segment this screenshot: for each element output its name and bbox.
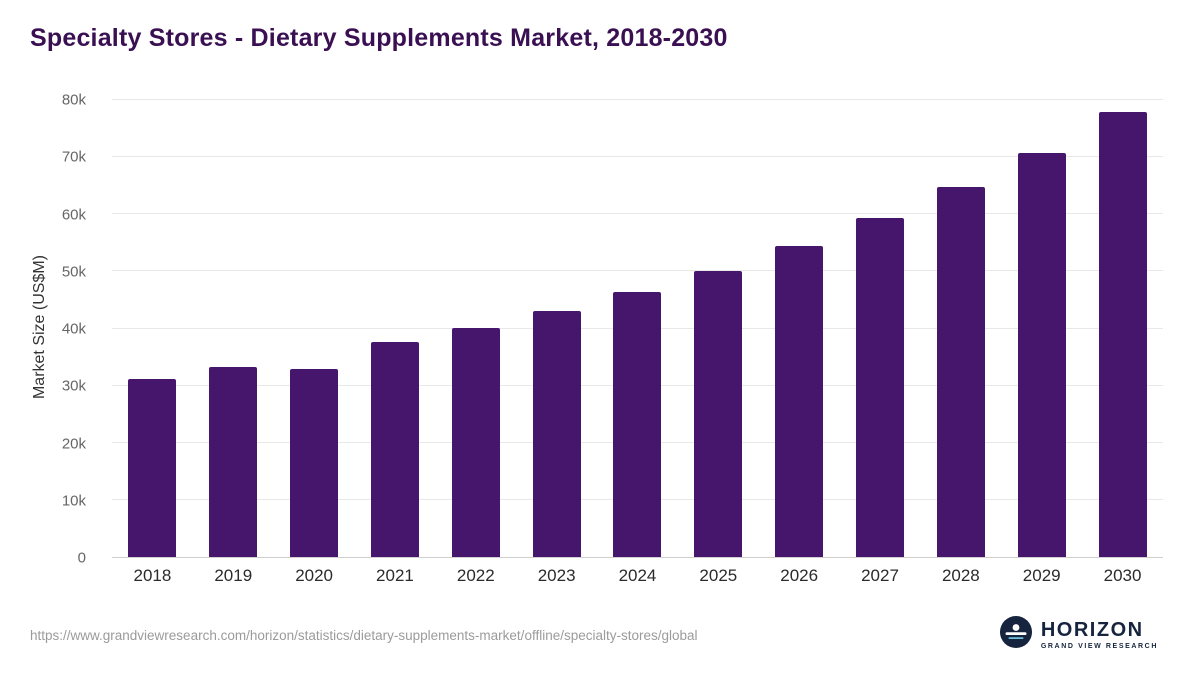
y-tick-label: 0 bbox=[77, 549, 86, 567]
bar-slot bbox=[920, 100, 1001, 557]
logo-subtext: GRAND VIEW RESEARCH bbox=[1040, 642, 1158, 650]
bar-2030 bbox=[1098, 112, 1147, 557]
bar-2018 bbox=[128, 379, 177, 557]
x-tick-label: 2019 bbox=[214, 566, 253, 585]
x-tick-label: 2025 bbox=[699, 566, 738, 585]
y-tick-label: 40k bbox=[61, 320, 86, 338]
gridline bbox=[112, 270, 1163, 272]
x-tick-label: 2023 bbox=[537, 566, 576, 585]
logo-name: HORIZON bbox=[1040, 618, 1144, 641]
bar-slot bbox=[516, 100, 597, 557]
bar-slot bbox=[759, 100, 840, 557]
x-axis-labels: 2018 2019 2020 2021 2022 2023 2024 2025 2026 2027… bbox=[112, 566, 1163, 586]
bar-2023 bbox=[532, 311, 581, 557]
bar-slot bbox=[678, 100, 759, 557]
x-tick-label: 2022 bbox=[456, 566, 495, 585]
bar-slot bbox=[112, 100, 193, 557]
horizon-logo-icon bbox=[999, 616, 1032, 653]
x-tick-label: 2029 bbox=[1022, 566, 1061, 585]
bar-2024 bbox=[613, 291, 662, 557]
plot-area bbox=[112, 99, 1163, 558]
y-tick-label: 70k bbox=[61, 148, 86, 166]
bar-2019 bbox=[209, 367, 258, 557]
bar-2028 bbox=[936, 186, 985, 557]
y-tick-label: 50k bbox=[61, 263, 86, 281]
horizon-logo: HORIZON GRAND VIEW RESEARCH bbox=[999, 616, 1158, 653]
bar-slot bbox=[1082, 100, 1163, 557]
x-tick-label: 2028 bbox=[941, 566, 980, 585]
bar-slot bbox=[597, 100, 678, 557]
bar-2029 bbox=[1017, 152, 1066, 557]
y-tick-label: 60k bbox=[61, 206, 86, 223]
y-tick-label: 80k bbox=[61, 91, 86, 109]
x-tick-label: 2024 bbox=[618, 566, 657, 585]
x-tick-label: 2021 bbox=[376, 566, 414, 585]
y-axis-ticks: 0 10k 20k 30k 40k 50k 60k 70k 80k bbox=[0, 92, 100, 567]
horizon-logo-text: HORIZON GRAND VIEW RESEARCH bbox=[1041, 620, 1158, 650]
gridline bbox=[112, 156, 1163, 158]
bars-container bbox=[112, 100, 1163, 557]
y-tick-label: 20k bbox=[61, 435, 86, 452]
x-tick-label: 2030 bbox=[1103, 566, 1142, 585]
y-tick-label: 10k bbox=[61, 492, 86, 510]
bar-2025 bbox=[694, 270, 743, 557]
bar-slot bbox=[274, 100, 355, 557]
y-tick-label: 30k bbox=[61, 377, 86, 395]
bar-2020 bbox=[290, 369, 339, 557]
bar-slot bbox=[355, 100, 436, 557]
x-tick-label: 2020 bbox=[295, 566, 334, 585]
bar-2027 bbox=[856, 218, 905, 557]
gridline bbox=[112, 99, 1163, 100]
bar-slot bbox=[840, 100, 921, 557]
bar-2022 bbox=[451, 327, 500, 557]
gridline bbox=[112, 213, 1163, 215]
chart-title: Specialty Stores - Dietary Supplements M… bbox=[30, 24, 728, 52]
x-tick-label: 2018 bbox=[133, 566, 172, 585]
bar-2026 bbox=[775, 245, 824, 557]
source-url: https://www.grandviewresearch.com/horizo… bbox=[30, 628, 698, 643]
x-tick-label: 2027 bbox=[861, 566, 899, 585]
bar-slot bbox=[1001, 100, 1082, 557]
bar-2021 bbox=[370, 341, 419, 557]
x-tick-label: 2026 bbox=[780, 566, 819, 585]
bar-slot bbox=[435, 100, 516, 557]
bar-slot bbox=[193, 100, 274, 557]
